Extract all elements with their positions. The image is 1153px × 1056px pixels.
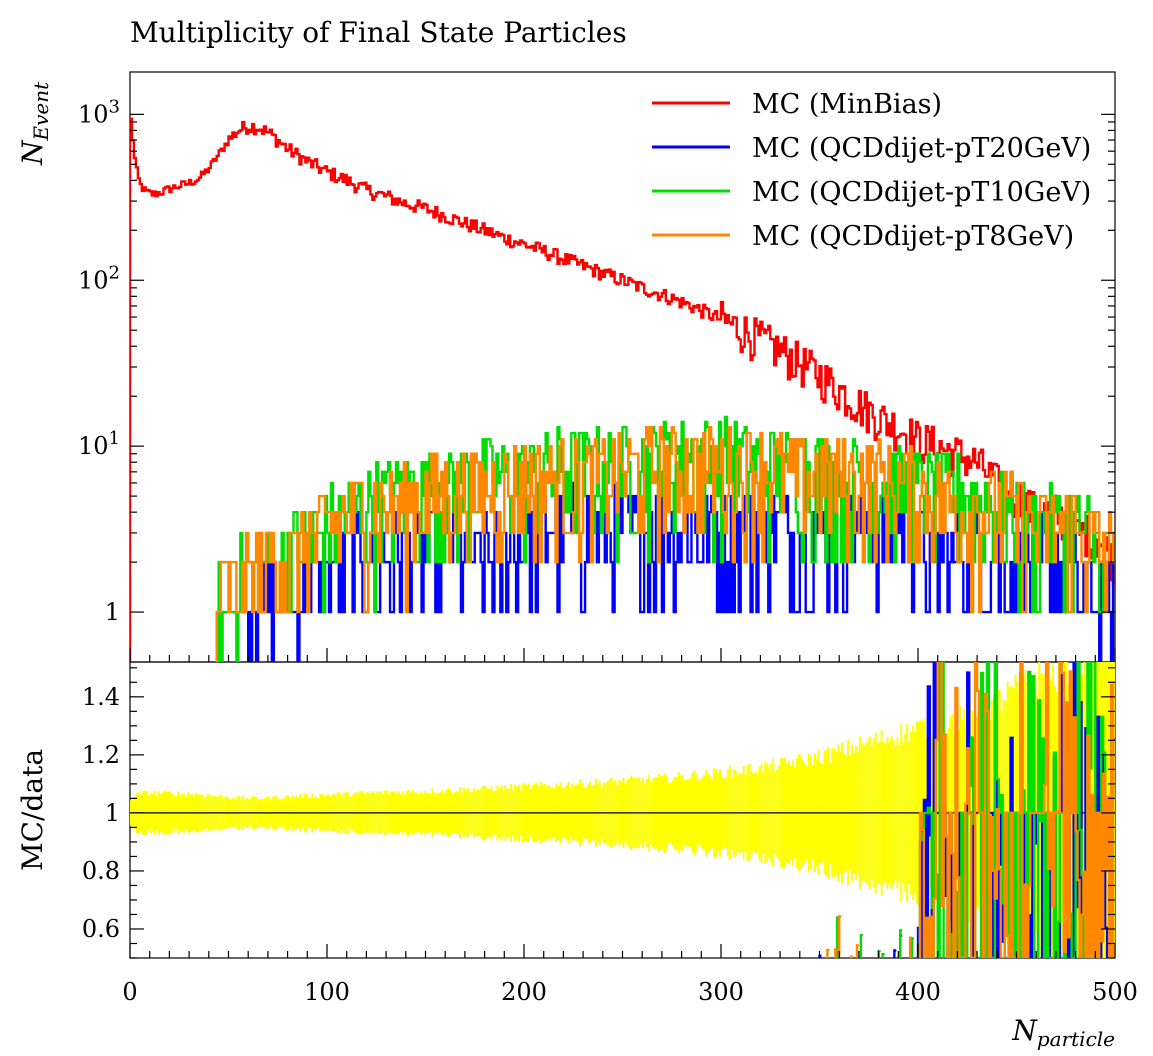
ratio-tick-label: 1: [105, 799, 120, 827]
ratio-tick-label: 0.8: [82, 857, 120, 885]
x-tick-label: 300: [698, 978, 744, 1006]
chart-title: Multiplicity of Final State Particles: [130, 16, 627, 49]
ratio-tick-label: 1.2: [82, 741, 120, 769]
x-axis-ticks: 0 100 200 300 400 500: [122, 648, 1138, 1006]
y-axis-title-sub: Event: [29, 81, 53, 142]
y-tick-label: 101: [78, 428, 120, 460]
legend-label: MC (QCDdijet-pT8GeV): [752, 221, 1074, 252]
y-tick-label: 102: [78, 262, 120, 294]
series-line-3: [215, 426, 1115, 662]
x-tick-label: 200: [501, 978, 547, 1006]
svg-text:MC/data: MC/data: [16, 749, 49, 871]
y-axis-title: NEvent: [16, 81, 53, 166]
series-line-0: [130, 117, 1115, 662]
x-tick-label: 400: [895, 978, 941, 1006]
ratio-y-axis-ticks: 1.4 1.2 1 0.8 0.6: [82, 667, 1115, 959]
x-tick-label: 500: [1092, 978, 1138, 1006]
ratio-tick-label: 0.6: [82, 915, 120, 943]
y-axis-title-main: N: [16, 139, 49, 166]
main-series-group: [130, 117, 1115, 662]
legend-label: MC (QCDdijet-pT20GeV): [752, 133, 1091, 164]
ratio-tick-label: 1.4: [82, 683, 120, 711]
x-axis-title: Nparticle: [1011, 1014, 1115, 1051]
legend: MC (MinBias) MC (QCDdijet-pT20GeV) MC (QCD…: [652, 89, 1091, 252]
y-tick-label: 1: [105, 598, 120, 626]
legend-label: MC (MinBias): [752, 89, 942, 120]
svg-text:NEvent: NEvent: [16, 81, 53, 166]
series-line-1: [247, 481, 1115, 662]
x-axis-title-main: N: [1011, 1014, 1038, 1047]
ratio-axis-title: MC/data: [16, 749, 49, 871]
legend-label: MC (QCDdijet-pT10GeV): [752, 177, 1091, 208]
x-tick-label: 0: [122, 978, 137, 1006]
x-tick-label: 100: [304, 978, 350, 1006]
x-axis-title-sub: particle: [1037, 1027, 1115, 1051]
y-axis-ticks: 103 102 101 1: [78, 96, 1115, 626]
ratio-series-line-3: [826, 662, 1115, 958]
y-tick-label: 103: [78, 96, 120, 128]
